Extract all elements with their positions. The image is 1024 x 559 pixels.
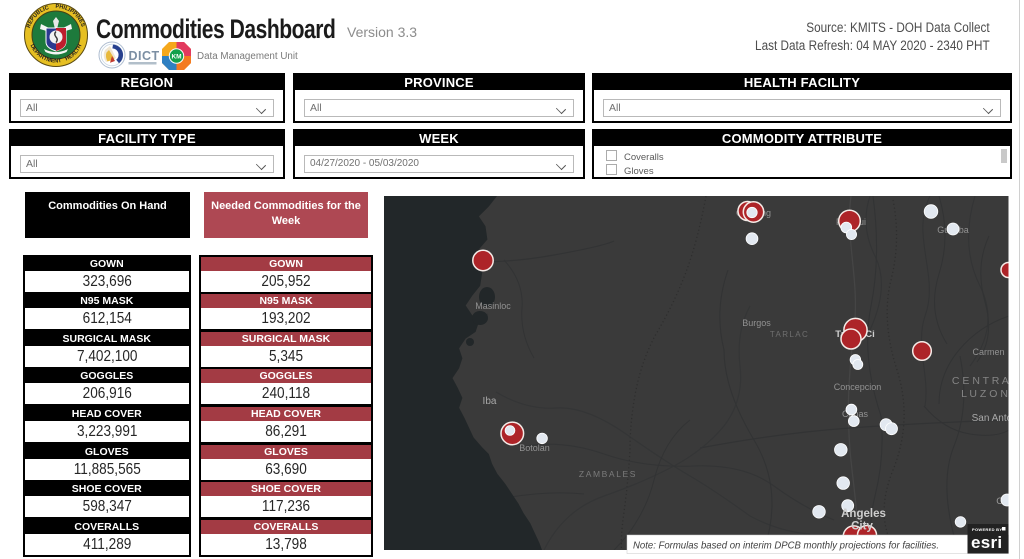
svg-text:City: City bbox=[851, 521, 873, 533]
svg-text:TARLAC: TARLAC bbox=[770, 330, 809, 339]
svg-text:Note: Formulas based on interi: Note: Formulas based on interim DPCB mon… bbox=[633, 541, 939, 552]
svg-text:Capas: Capas bbox=[842, 409, 869, 419]
svg-text:esri: esri bbox=[971, 533, 1002, 552]
svg-text:Iba: Iba bbox=[483, 396, 497, 407]
svg-text:POWERED BY: POWERED BY bbox=[972, 527, 1002, 532]
svg-text:Concepcion: Concepcion bbox=[834, 382, 882, 392]
svg-text:Angeles: Angeles bbox=[841, 508, 886, 520]
svg-text:KM: KM bbox=[171, 54, 181, 61]
svg-text:C E N T R A L: C E N T R A L bbox=[952, 375, 1009, 387]
svg-text:Masinloc: Masinloc bbox=[475, 301, 511, 311]
svg-text:Botolan: Botolan bbox=[519, 443, 550, 453]
svg-text:Carmen: Carmen bbox=[972, 347, 1004, 357]
svg-text:DICT: DICT bbox=[129, 49, 160, 63]
svg-text:Burgos: Burgos bbox=[742, 318, 771, 328]
svg-text:L U Z O N: L U Z O N bbox=[961, 388, 1008, 400]
svg-text:ZAMBALES: ZAMBALES bbox=[579, 469, 637, 479]
svg-text:San Antoni: San Antoni bbox=[972, 413, 1009, 424]
